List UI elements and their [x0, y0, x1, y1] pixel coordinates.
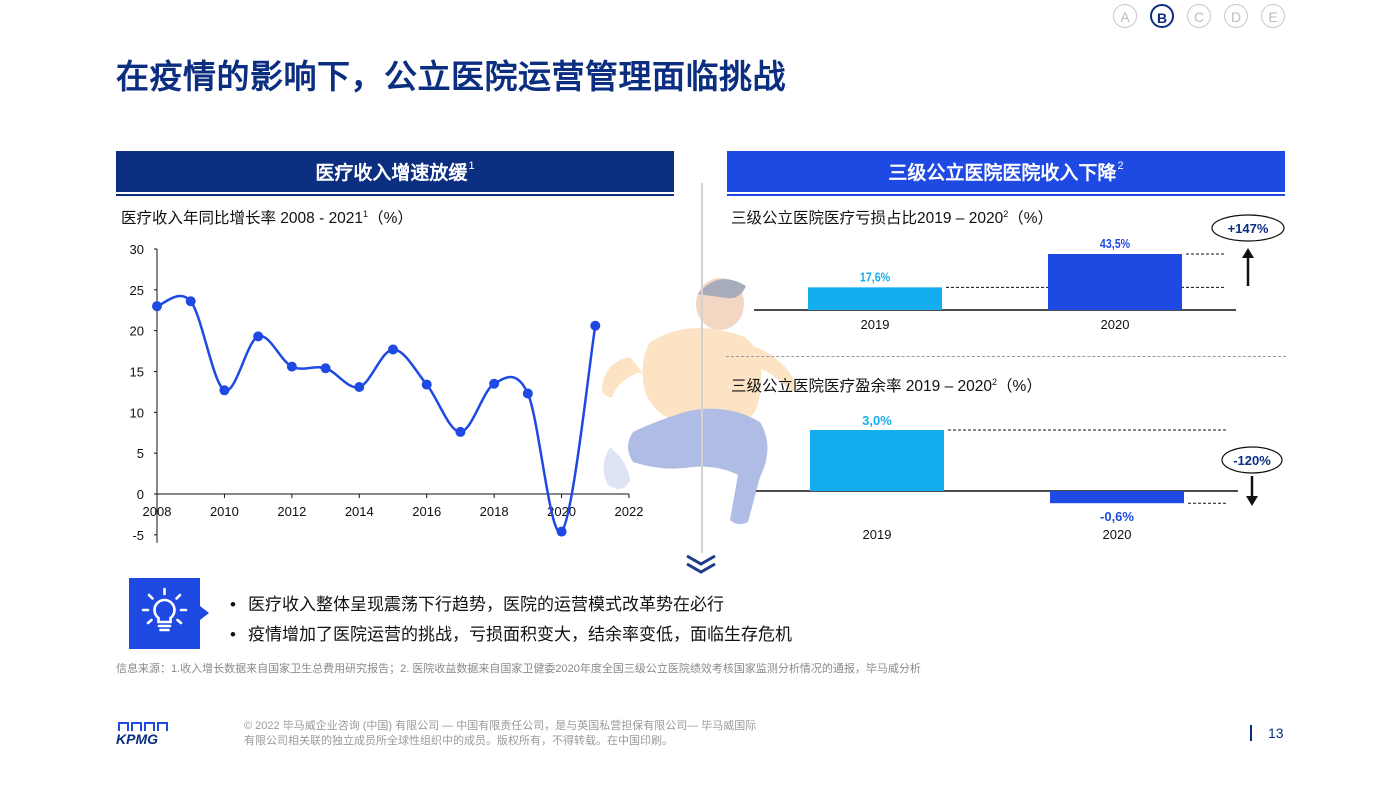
y-tick-label: 25	[130, 283, 144, 298]
bar-loss-category-label: 2019	[861, 317, 890, 332]
x-tick-label: 2008	[143, 504, 172, 519]
loss-change-bubble	[1211, 214, 1285, 242]
insight-box	[129, 578, 200, 649]
y-tick-label: 10	[130, 405, 144, 420]
loss-chart-subtitle: 三级公立医院医疗亏损占比2019 – 20202（%）	[731, 206, 1053, 228]
right-panel-header: 三级公立医院医院收入下降 2	[727, 151, 1285, 192]
source-note: 信息来源：1.收入增长数据来自国家卫生总费用研究报告；2. 医院收益数据来自国家…	[116, 663, 921, 675]
bar-surplus-2020	[1050, 491, 1184, 504]
left-chart-subtitle: 医疗收入年同比增长率 2008 - 20211（%）	[121, 206, 413, 228]
growth-data-point	[455, 426, 466, 437]
surplus-chart-subtitle: 三级公立医院医疗盈余率 2019 – 20202（%）	[731, 374, 1042, 396]
x-tick-label: 2010	[210, 504, 239, 519]
left-subtitle-text: 医疗收入年同比增长率 2008 - 2021	[121, 210, 364, 227]
nav-item-d[interactable]: D	[1224, 4, 1248, 28]
growth-data-point	[152, 301, 162, 312]
surplus-subtitle-unit: （%）	[997, 378, 1042, 395]
growth-line-chart: 30 25 20 15 10 5 0 -5 2008 2010 2012 2014 2016 2018 20…	[130, 242, 644, 543]
surplus-rate-bar-chart: 3,0% 2019 -0,6% 2020 -120%	[756, 413, 1283, 542]
down-arrow-icon	[1246, 496, 1258, 506]
growth-data-point	[388, 344, 398, 355]
left-panel-header: 医疗收入增速放缓 1	[116, 151, 674, 192]
left-header-sup: 1	[468, 159, 475, 172]
growth-data-point	[286, 361, 297, 372]
nav-item-b[interactable]: B	[1150, 4, 1174, 28]
nav-item-e[interactable]: E	[1261, 4, 1285, 28]
left-subtitle-sup: 1	[363, 208, 369, 219]
y-tick-label: 5	[137, 446, 144, 461]
right-header-text: 三级公立医院医院收入下降	[888, 163, 1117, 184]
insight-pointer	[200, 606, 209, 620]
growth-data-point	[489, 378, 500, 389]
panel-divider	[701, 183, 703, 553]
y-tick-label: 20	[130, 324, 144, 339]
bar-loss-2019	[808, 287, 942, 310]
loss-subtitle-text: 三级公立医院医疗亏损占比2019 – 2020	[731, 210, 1004, 227]
growth-data-point	[556, 526, 567, 537]
page-title: 在疫情的影响下，公立医院运营管理面临挑战	[116, 58, 786, 95]
bar-surplus-2019	[810, 430, 944, 491]
x-tick-label: 2018	[480, 504, 509, 519]
page-number: 13	[1268, 725, 1284, 741]
growth-series-line	[156, 294, 597, 534]
growth-data-point	[185, 296, 196, 307]
growth-data-point	[590, 320, 601, 331]
bar-surplus-value-label: -0,6%	[1100, 509, 1134, 524]
chevron-down-icon	[686, 554, 716, 574]
right-header-underline	[727, 194, 1285, 196]
growth-data-point	[421, 379, 432, 390]
insight-item-2: • 疫情增加了医院运营的挑战，亏损面积变大，结余率变低，面临生存危机	[230, 625, 792, 644]
y-tick-label: 15	[130, 365, 144, 380]
growth-data-point	[219, 385, 230, 396]
x-tick-label: 2012	[277, 504, 306, 519]
loss-change-label: +147%	[1228, 221, 1269, 236]
growth-data-point	[320, 363, 331, 374]
up-arrow-icon	[1242, 248, 1254, 258]
x-tick-label: 2022	[615, 504, 644, 519]
left-subtitle-unit: （%）	[368, 210, 413, 227]
bar-loss-category-label: 2020	[1101, 317, 1130, 332]
growth-data-point	[253, 331, 264, 342]
surplus-subtitle-text: 三级公立医院医疗盈余率 2019 – 2020	[731, 378, 993, 395]
kpmg-logo-text: KPMG	[116, 731, 158, 746]
insight-text-1: 医疗收入整体呈现震荡下行趋势，医院的运营模式改革势在必行	[248, 595, 724, 614]
x-tick-label: 2016	[412, 504, 441, 519]
loss-subtitle-sup: 2	[1003, 208, 1009, 219]
lightbulb-icon	[141, 587, 188, 632]
kpmg-logo: KPMG	[116, 722, 168, 746]
growth-data-point	[354, 382, 365, 393]
copyright-notice: © 2022 毕马威企业咨询 (中国) 有限公司 — 中国有限责任公司，是与英国…	[244, 720, 757, 747]
loss-subtitle-unit: （%）	[1008, 210, 1054, 227]
page-number-bar	[1250, 725, 1252, 741]
surplus-change-bubble	[1221, 446, 1283, 474]
left-header-underline	[116, 194, 674, 196]
nav-item-c[interactable]: C	[1187, 4, 1211, 28]
surplus-change-label: -120%	[1233, 453, 1271, 468]
bar-loss-value-label: 17,6%	[860, 269, 891, 284]
left-header-text: 医疗收入增速放缓	[315, 163, 468, 184]
insight-text-2: 疫情增加了医院运营的挑战，亏损面积变大，结余率变低，面临生存危机	[248, 625, 792, 644]
y-tick-label: 0	[137, 487, 144, 502]
y-tick-label: 30	[130, 242, 144, 257]
bar-loss-value-label: 43,5%	[1100, 236, 1131, 251]
right-header-sup: 2	[1117, 159, 1124, 172]
right-section-divider	[726, 356, 1286, 357]
nav-item-a[interactable]: A	[1113, 4, 1137, 28]
y-tick-label: -5	[132, 528, 144, 543]
bar-loss-2020	[1048, 254, 1182, 310]
bar-surplus-value-label: 3,0%	[862, 413, 892, 428]
loss-ratio-bar-chart: 17,6% 2019 43,5% 2020 +147%	[754, 214, 1285, 332]
growth-data-point	[522, 388, 533, 399]
insight-item-1: • 医疗收入整体呈现震荡下行趋势，医院的运营模式改革势在必行	[230, 595, 724, 614]
x-tick-label: 2014	[345, 504, 374, 519]
bar-surplus-category-label: 2019	[863, 527, 892, 542]
surplus-subtitle-sup: 2	[992, 376, 998, 387]
bar-surplus-category-label: 2020	[1103, 527, 1132, 542]
